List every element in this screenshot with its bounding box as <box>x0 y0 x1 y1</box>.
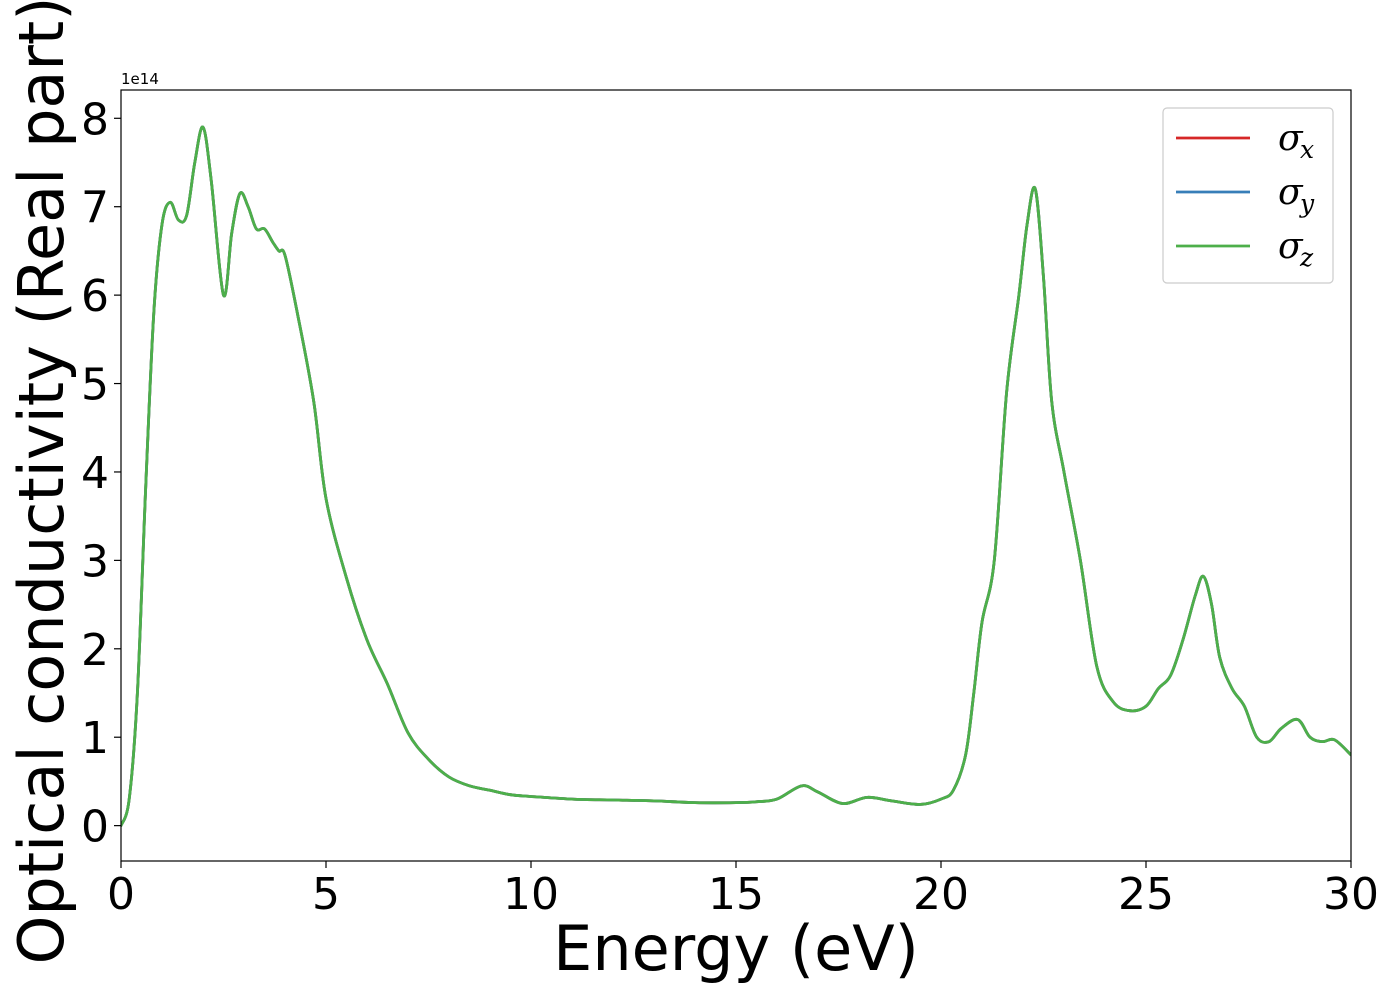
y-tick-label: 6 <box>81 271 109 322</box>
x-tick-label: 15 <box>708 869 764 920</box>
legend-item-x: σx <box>1176 118 1314 164</box>
legend-label-subscript: y <box>1299 189 1315 218</box>
x-axis-title: Energy (eV) <box>553 912 919 985</box>
x-tick-label: 20 <box>913 869 969 920</box>
legend-item-y: σy <box>1176 172 1315 218</box>
y-axis-title: Optical conductivity (Real part) <box>5 0 78 964</box>
x-tick-label: 25 <box>1118 869 1174 920</box>
y-tick-label: 8 <box>81 94 109 145</box>
x-tick-label: 0 <box>107 869 135 920</box>
y-tick-label: 2 <box>81 625 109 676</box>
y-axis-ticks: 0 1 2 3 4 5 6 7 8 <box>81 94 121 853</box>
x-tick-label: 30 <box>1323 869 1379 920</box>
legend-label-subscript: z <box>1299 243 1314 272</box>
y-tick-label: 1 <box>81 713 109 764</box>
legend-label-subscript: x <box>1300 135 1314 164</box>
legend-label: σ <box>1278 172 1304 213</box>
y-offset-label: 1e14 <box>121 70 159 88</box>
series-layer <box>121 125 1351 828</box>
y-tick-label: 4 <box>81 448 109 499</box>
y-tick-label: 7 <box>81 183 109 234</box>
legend-item-z: σz <box>1176 226 1314 272</box>
y-tick-label: 5 <box>81 360 109 411</box>
legend-box <box>1162 107 1334 284</box>
y-tick-label: 3 <box>81 536 109 587</box>
series-line-z <box>121 125 1351 828</box>
x-tick-label: 10 <box>503 869 559 920</box>
x-axis-ticks: 0 5 10 15 20 25 30 <box>107 861 1379 920</box>
legend-label: σ <box>1278 118 1304 159</box>
y-tick-label: 0 <box>81 802 109 853</box>
legend-label: σ <box>1278 226 1304 267</box>
x-tick-label: 5 <box>312 869 340 920</box>
